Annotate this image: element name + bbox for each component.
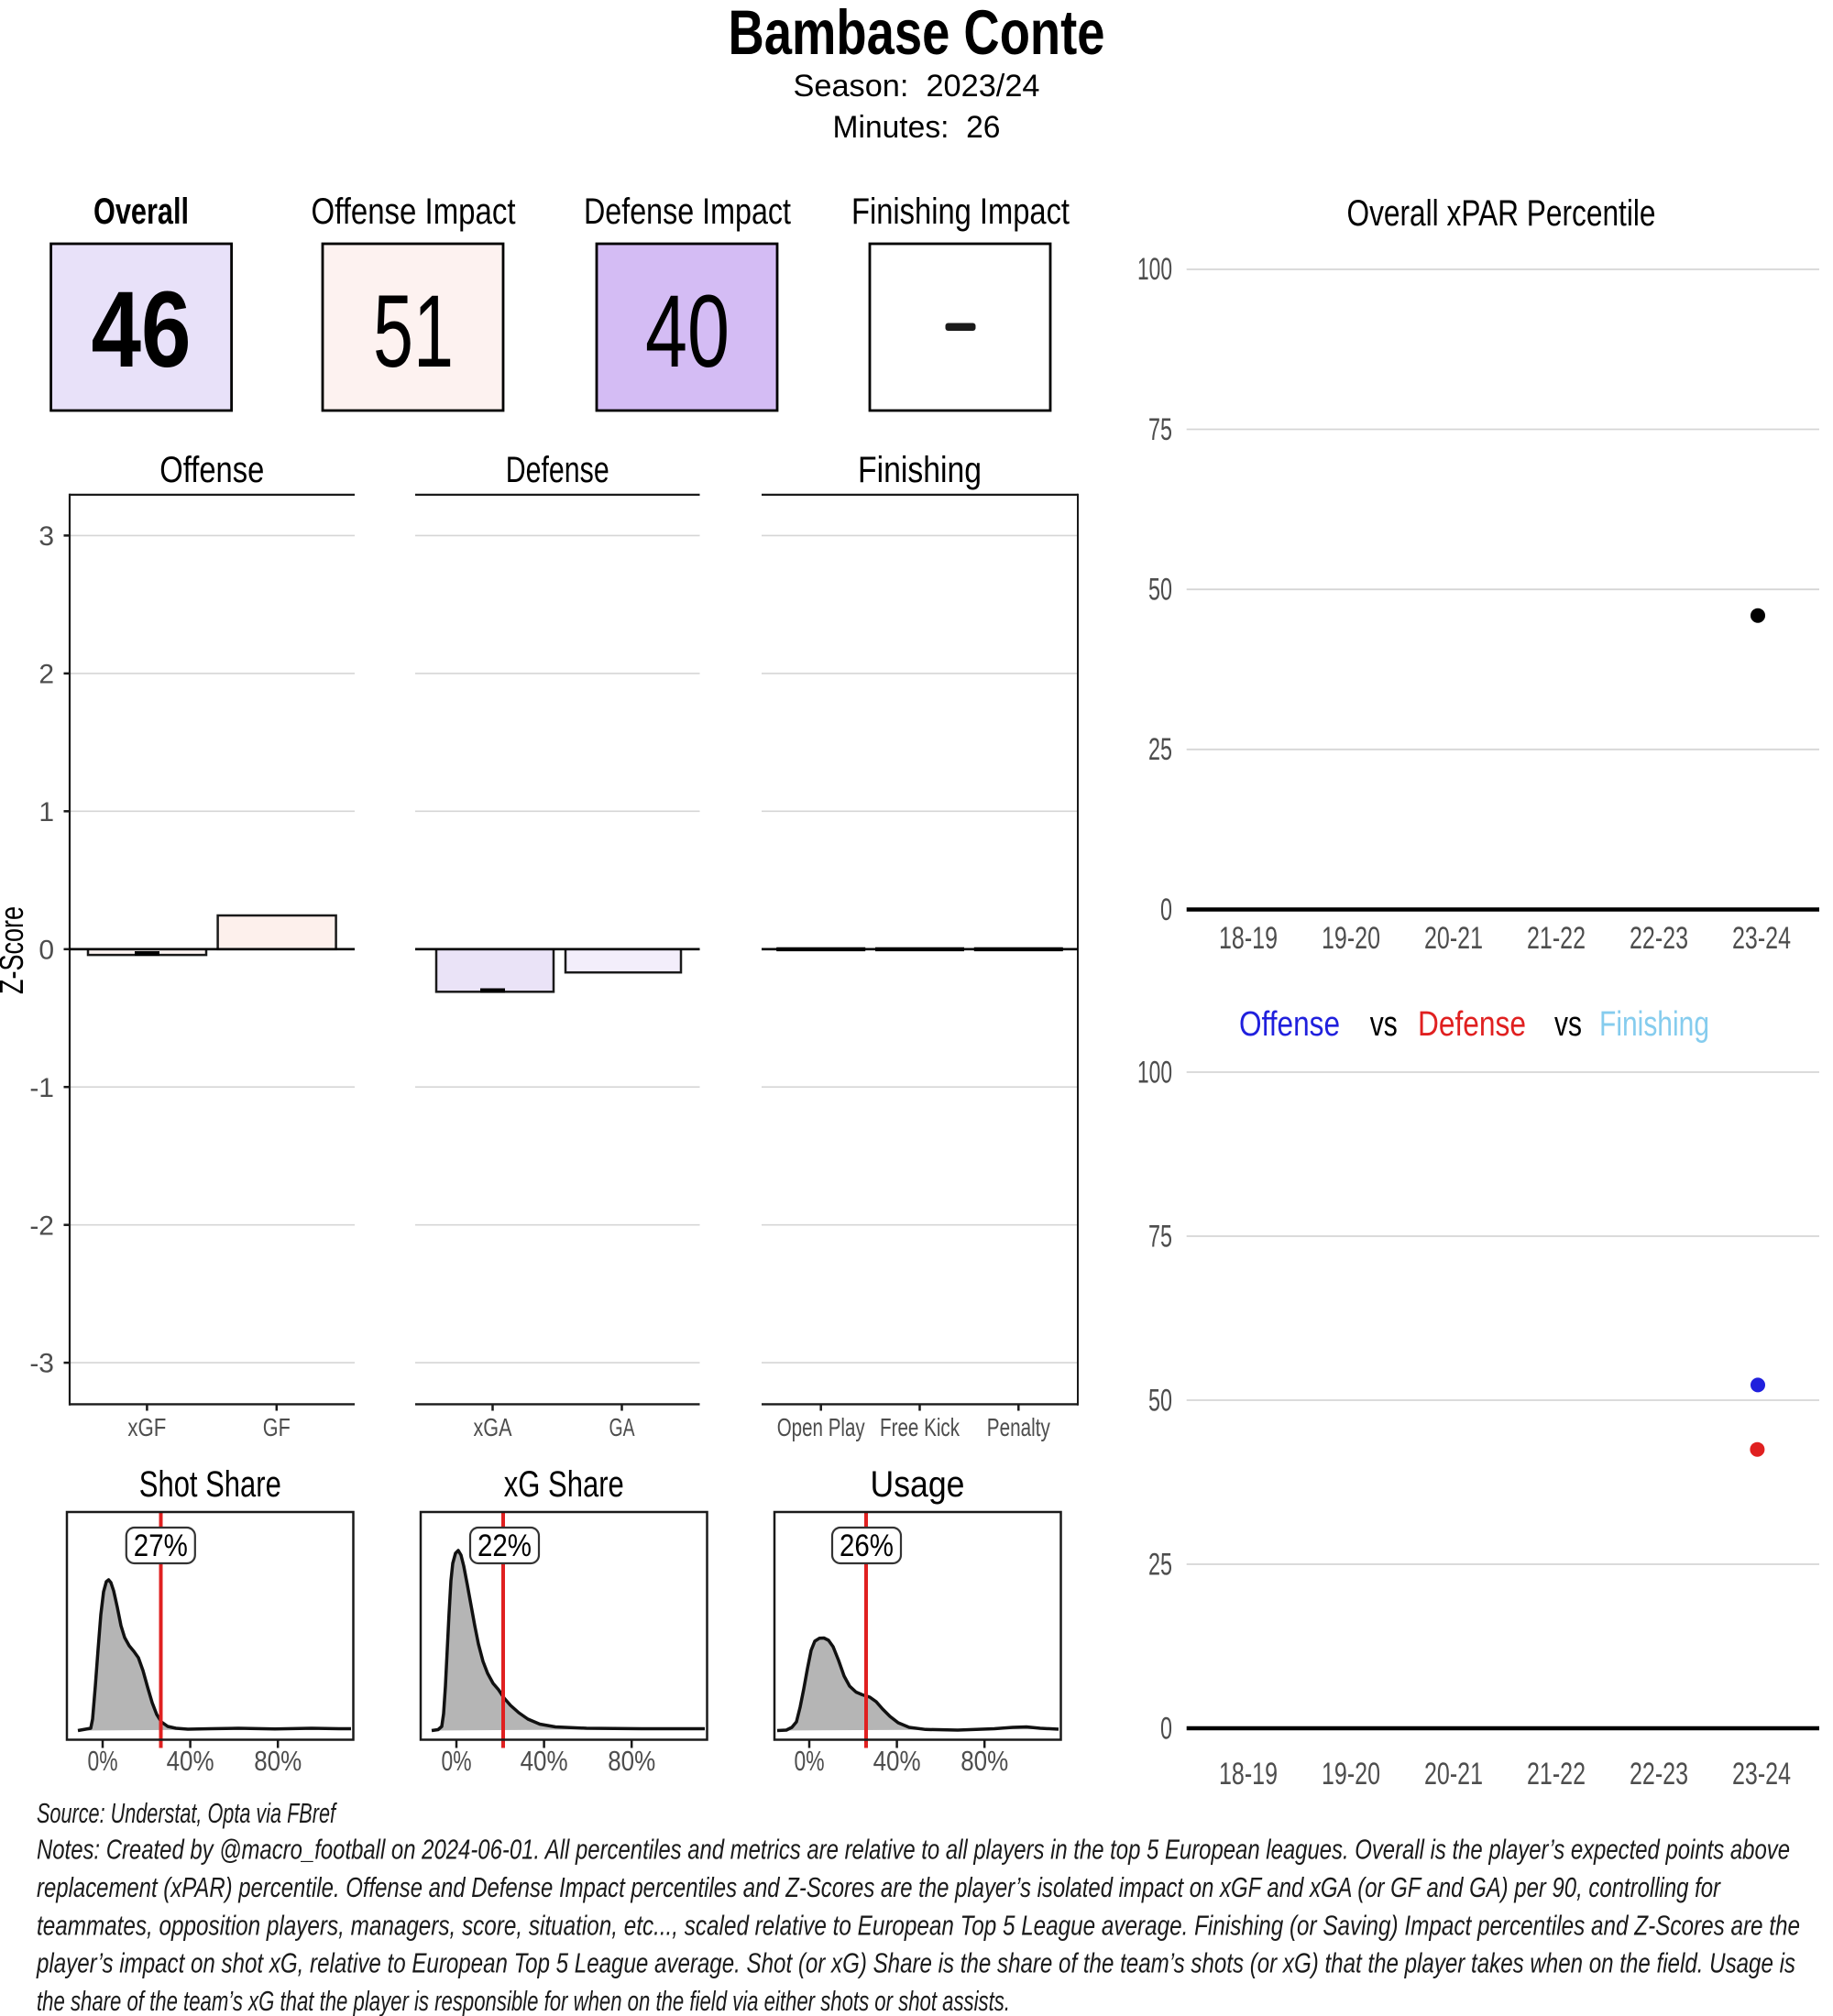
svg-text:22-23: 22-23 [1630,1757,1688,1791]
svg-text:0%: 0% [88,1745,118,1777]
svg-text:Open Play: Open Play [777,1413,865,1441]
svg-text:Offense: Offense [159,450,264,490]
svg-text:23-24: 23-24 [1732,921,1791,956]
svg-text:46: 46 [92,269,192,390]
svg-text:18-19: 18-19 [1219,1757,1278,1791]
svg-text:replacement (xPAR) percentile.: replacement (xPAR) percentile. Offense a… [37,1871,1721,1903]
svg-text:21-22: 21-22 [1527,1757,1586,1791]
svg-text:xGF: xGF [127,1413,166,1441]
svg-text:18-19: 18-19 [1219,921,1278,956]
svg-text:Source: Understat, Opta via FB: Source: Understat, Opta via FBref [37,1797,337,1829]
svg-text:1: 1 [38,797,54,827]
svg-text:26%: 26% [840,1528,894,1563]
svg-text:80%: 80% [254,1745,302,1777]
svg-text:GF: GF [263,1413,291,1441]
svg-text:Penalty: Penalty [987,1413,1050,1441]
svg-text:xG Share: xG Share [504,1464,624,1505]
svg-text:Finishing Impact: Finishing Impact [851,192,1070,232]
svg-text:-1: -1 [29,1073,54,1103]
svg-text:Finishing: Finishing [1599,1005,1709,1044]
svg-text:40%: 40% [873,1745,921,1777]
svg-text:0: 0 [1160,1712,1172,1747]
svg-text:80%: 80% [608,1745,655,1777]
svg-text:51: 51 [373,274,454,389]
svg-text:the share of the team’s xG tha: the share of the team’s xG that the play… [37,1985,1010,2016]
svg-text:20-21: 20-21 [1424,1757,1483,1791]
svg-text:0%: 0% [795,1745,825,1777]
svg-text:3: 3 [38,521,54,552]
svg-text:40%: 40% [521,1745,568,1777]
svg-text:vs: vs [1370,1005,1398,1044]
svg-text:40%: 40% [167,1745,214,1777]
svg-text:0: 0 [1160,893,1172,927]
svg-text:Overall: Overall [93,192,189,232]
svg-text:Notes: Created by @macro_footb: Notes: Created by @macro_football on 202… [37,1834,1790,1866]
svg-text:80%: 80% [960,1745,1008,1777]
svg-text:Minutes: 26: Minutes: 26 [833,110,1001,145]
svg-text:-3: -3 [29,1349,54,1379]
svg-text:vs: vs [1554,1005,1582,1044]
svg-text:xGA: xGA [474,1413,512,1441]
svg-text:21-22: 21-22 [1527,921,1586,956]
svg-text:Free Kick: Free Kick [880,1413,960,1441]
svg-text:Season: 2023/24: Season: 2023/24 [794,69,1040,104]
svg-text:20-21: 20-21 [1424,921,1483,956]
svg-text:Defense Impact: Defense Impact [584,192,791,232]
svg-text:27%: 27% [134,1528,188,1563]
svg-text:Finishing: Finishing [858,450,982,490]
svg-text:Offense Impact: Offense Impact [312,192,516,232]
svg-text:100: 100 [1137,252,1172,287]
svg-text:22%: 22% [477,1528,532,1563]
svg-text:-2: -2 [29,1211,54,1241]
svg-text:0%: 0% [442,1745,472,1777]
svg-text:25: 25 [1148,732,1172,767]
svg-text:75: 75 [1148,1220,1172,1255]
svg-text:2: 2 [38,660,54,690]
svg-text:Usage: Usage [871,1464,965,1505]
svg-text:Offense: Offense [1239,1005,1340,1044]
svg-text:50: 50 [1148,1384,1172,1419]
svg-text:Defense: Defense [506,450,609,490]
svg-text:19-20: 19-20 [1322,1757,1380,1791]
svg-text:19-20: 19-20 [1322,921,1380,956]
svg-text:Defense: Defense [1418,1005,1526,1044]
svg-text:22-23: 22-23 [1630,921,1688,956]
svg-text:0: 0 [38,935,54,965]
svg-text:teammates, opposition players,: teammates, opposition players, managers,… [37,1909,1800,1941]
svg-text:75: 75 [1148,412,1172,447]
svg-text:Overall xPAR Percentile: Overall xPAR Percentile [1347,193,1656,234]
svg-text:23-24: 23-24 [1732,1757,1791,1791]
svg-text:Bambase Conte: Bambase Conte [729,0,1105,68]
svg-text:Shot Share: Shot Share [139,1464,281,1505]
svg-text:40: 40 [645,274,730,389]
svg-text:Z-Score: Z-Score [0,906,30,994]
svg-text:GA: GA [609,1413,635,1441]
svg-text:50: 50 [1148,573,1172,608]
svg-text:player’s impact on shot xG, re: player’s impact on shot xG, relative to … [36,1947,1795,1979]
svg-text:100: 100 [1137,1056,1172,1090]
svg-text:25: 25 [1148,1548,1172,1583]
